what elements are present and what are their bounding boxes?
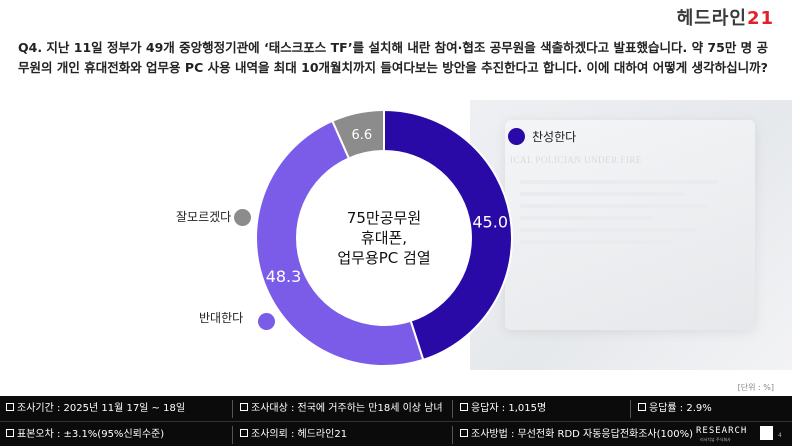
footer-period: 조사기간 : 2025년 11월 17일 ~ 18일 xyxy=(6,402,185,416)
page-number: 4 xyxy=(778,432,782,439)
legend-dot-agree xyxy=(508,128,525,145)
background-headline: ICAL POLICIAN UNDER FIRE xyxy=(510,155,642,165)
footer-respondents: 응답자 : 1,015명 xyxy=(460,402,546,416)
footer-client: 조사의뢰 : 헤드라인21 xyxy=(240,428,347,442)
legend-label-agree: 찬성한다 xyxy=(532,130,577,144)
slice-value-labels: 45.0 48.3 6.6 xyxy=(266,128,508,286)
slice-label-unsure: 6.6 xyxy=(352,128,373,143)
legend-label-oppose: 반대한다 xyxy=(199,311,244,325)
slice-label-agree: 45.0 xyxy=(472,212,508,231)
center-label-line: 휴대폰, xyxy=(361,229,407,247)
unit-note: [단위 : %] xyxy=(737,383,774,392)
legend-dot-unsure xyxy=(234,209,251,226)
logo-text: 헤드라인 xyxy=(676,8,747,29)
footer-response-rate: 응답률 : 2.9% xyxy=(638,402,712,416)
question-text: Q4. 지난 11일 정부가 49개 중앙행정기관에 ‘태스크포스 TF’를 설… xyxy=(18,40,769,75)
slice-label-oppose: 48.3 xyxy=(266,267,302,286)
footer-target: 조사대상 : 전국에 거주하는 만18세 이상 남녀 xyxy=(240,402,443,416)
legend-label-unsure: 잘모르겠다 xyxy=(176,210,232,224)
brand-logo: 헤드라인21 xyxy=(677,4,774,30)
footer-method: 조사방법 : 무선전화 RDD 자동응답전화조사(100%) xyxy=(460,428,693,442)
donut-center xyxy=(297,151,471,325)
center-label-line: 업무용PC 검열 xyxy=(337,249,430,267)
research-logo-mark xyxy=(760,426,773,440)
legend-dot-oppose xyxy=(258,313,275,330)
research-logo: RESEARCH xyxy=(696,426,748,436)
logo-number: 21 xyxy=(746,8,774,29)
footer-margin-error: 표본오차 : ±3.1%(95%신뢰수준) xyxy=(6,428,164,442)
survey-info-footer: 조사기간 : 2025년 11월 17일 ~ 18일 조사대상 : 전국에 거주… xyxy=(0,396,792,446)
background-laptop-screen xyxy=(505,120,755,330)
research-logo-sub: 리서치뷰 주식회사 xyxy=(700,437,731,442)
center-label-line: 75만공무원 xyxy=(347,209,421,227)
background-text-lines xyxy=(520,180,740,252)
